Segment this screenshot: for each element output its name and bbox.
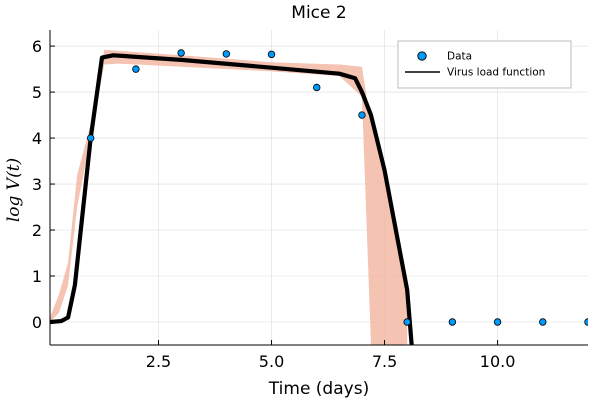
x-tick-label: 5.0 [259, 352, 284, 371]
legend: Data Virus load function [397, 40, 572, 89]
legend-data-marker [417, 51, 427, 61]
data-point [177, 49, 185, 57]
x-axis-label: Time (days) [268, 379, 369, 399]
y-tick-labels: 0 1 2 3 4 5 6 [32, 37, 42, 332]
y-axis-label: log V(t) [4, 158, 24, 222]
data-point [403, 318, 411, 326]
legend-box [397, 40, 572, 89]
y-tick-label: 0 [32, 313, 42, 332]
data-point [313, 83, 321, 92]
data-point [86, 134, 95, 142]
data-point [584, 318, 588, 326]
chart-title: Mice 2 [291, 3, 346, 23]
virus-load-line [50, 53, 414, 345]
legend-line-label: Virus load function [447, 67, 545, 79]
y-tick-label: 2 [32, 221, 42, 240]
data-point [358, 111, 366, 119]
legend-data-label: Data [447, 51, 472, 63]
y-tick-label: 3 [32, 175, 42, 194]
y-tick-label: 5 [32, 83, 42, 102]
confidence-band-layer [50, 49, 408, 345]
virus-load-line-layer [50, 53, 414, 345]
y-tick-label: 6 [32, 37, 42, 56]
data-point [222, 50, 231, 58]
y-tick-label: 1 [32, 267, 42, 286]
x-tick-label: 7.5 [372, 352, 397, 371]
x-tick-label: 10.0 [480, 352, 516, 371]
x-tick-label: 2.5 [146, 352, 171, 371]
axes [49, 30, 588, 346]
x-tick-labels: 2.5 5.0 7.5 10.0 [146, 352, 516, 371]
data-point [539, 318, 547, 326]
data-point [132, 65, 140, 73]
data-point [267, 50, 276, 59]
y-tick-label: 4 [32, 129, 42, 148]
data-point [493, 318, 502, 326]
confidence-band [50, 49, 408, 345]
data-point [448, 318, 457, 326]
data-points-layer [86, 49, 588, 326]
